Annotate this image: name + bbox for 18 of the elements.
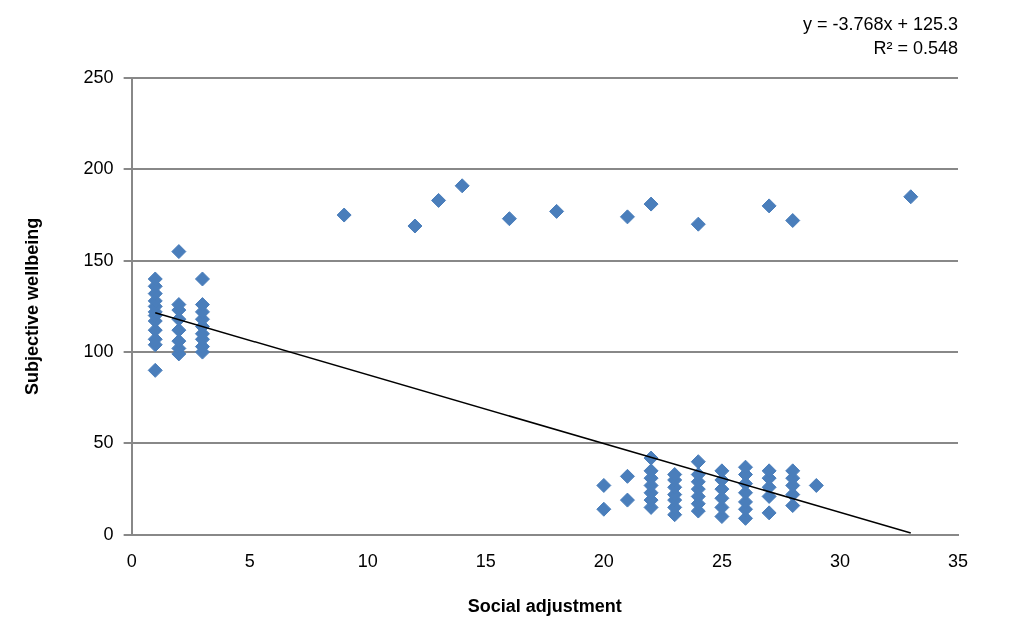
y-tick-label: 0 [103, 523, 114, 544]
text: y = -3.768x + 125.3 [802, 13, 958, 34]
y-tick-label: 100 [83, 341, 114, 362]
y-axis-title: Subjective wellbeing [21, 217, 42, 395]
y-tick-label: 200 [83, 158, 114, 179]
x-tick-label: 35 [947, 550, 969, 571]
x-tick-label: 30 [829, 550, 850, 571]
y-tick-label: 150 [83, 249, 114, 270]
y-tick-label: 250 [83, 66, 114, 87]
x-tick-label: 25 [711, 550, 732, 571]
x-tick-label: 5 [244, 550, 255, 571]
x-tick-label: 0 [126, 550, 137, 571]
x-tick-label: 20 [593, 550, 614, 571]
y-tick-label: 50 [93, 432, 114, 453]
text: R² = 0.548 [873, 37, 958, 58]
x-tick-label: 15 [475, 550, 496, 571]
x-tick-label: 10 [357, 550, 378, 571]
x-axis-title: Social adjustment [467, 596, 622, 617]
